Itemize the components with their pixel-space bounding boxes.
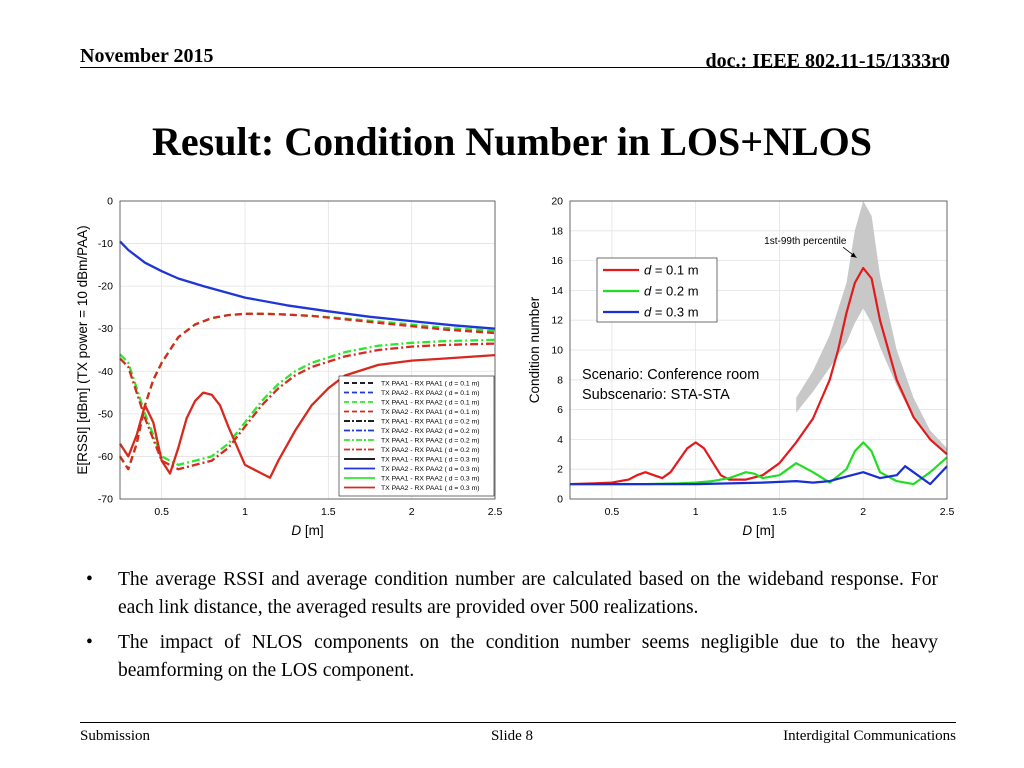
legend-label: TX PAA1 - RX PAA1 ( d = 0.3 m) (381, 457, 480, 464)
y-tick-label: 0 (107, 196, 113, 208)
y-tick-label: 14 (551, 285, 563, 297)
footer-company: Interdigital Communications (783, 728, 956, 744)
bullet-marker: • (86, 632, 93, 653)
y-tick-label: -10 (98, 238, 113, 250)
x-tick-label: 0.5 (154, 506, 169, 518)
y-axis-label: E[RSSI] [dBm] (TX power = 10 dBm/PAA) (76, 225, 90, 474)
y-tick-label: 12 (551, 315, 563, 327)
bullet-text: The impact of NLOS components on the con… (118, 632, 938, 681)
x-tick-label: 1 (693, 506, 699, 518)
x-tick-label: 1.5 (772, 506, 787, 518)
slide-title: Result: Condition Number in LOS+NLOS (152, 119, 872, 164)
y-tick-label: -50 (98, 408, 113, 420)
legend-label: TX PAA1 - RX PAA2 ( d = 0.1 m) (381, 400, 480, 407)
x-axis-label: D [m] (291, 523, 323, 538)
subscenario-label: Subscenario: STA-STA (582, 387, 730, 403)
legend-label: TX PAA2 - RX PAA1 ( d = 0.1 m) (381, 409, 480, 416)
plot-border (119, 200, 496, 500)
legend-label: TX PAA1 - RX PAA1 ( d = 0.2 m) (381, 419, 480, 426)
series-line (570, 441, 948, 486)
legend-label: TX PAA1 - RX PAA2 ( d = 0.3 m) (381, 476, 480, 483)
y-tick-label: -40 (98, 366, 113, 378)
x-tick-label: 2.5 (488, 506, 503, 518)
rssi-chart: 0.5 1 1.5 2 2.5 0 -10 -20 -30 -40 -50 -60 -70 TX PAA1… (76, 196, 503, 539)
bullet-item: • The impact of NLOS components on the c… (86, 629, 938, 685)
legend-label: TX PAA1 - RX PAA2 ( d = 0.2 m) (381, 438, 480, 445)
y-tick-label: 2 (557, 464, 563, 476)
y-tick-label: 8 (557, 374, 563, 386)
y-tick-label: -70 (98, 494, 113, 506)
series-line (119, 338, 496, 467)
legend-label: d = 0.3 m (644, 305, 699, 320)
annotation-arrowhead (850, 252, 857, 258)
series-line (570, 465, 948, 486)
x-tick-label: 1.5 (321, 506, 336, 518)
legend-label: d = 0.1 m (644, 263, 699, 278)
header-date: November 2015 (80, 45, 214, 67)
footer-slide-number: Slide 8 (490, 728, 534, 744)
legend-label: TX PAA2 - RX PAA2 ( d = 0.1 m) (381, 390, 480, 397)
bullet-text: The average RSSI and average condition n… (118, 569, 938, 618)
y-tick-label: 18 (551, 225, 563, 237)
y-tick-label: -20 (98, 281, 113, 293)
x-tick-label: 1 (242, 506, 248, 518)
y-tick-label: 10 (551, 345, 563, 357)
y-tick-label: 16 (551, 255, 563, 267)
footer-rule (80, 722, 956, 723)
y-tick-label: 20 (551, 196, 563, 208)
percentile-annotation: 1st-99th percentile (764, 236, 847, 247)
header-rule (80, 67, 948, 68)
plot-border (569, 200, 948, 500)
series-line (119, 342, 496, 471)
bullet-list: • The average RSSI and average condition… (86, 566, 938, 692)
y-tick-label: -60 (98, 451, 113, 463)
x-tick-label: 0.5 (605, 506, 620, 518)
legend-box (338, 375, 495, 497)
legend-label: TX PAA2 - RX PAA1 ( d = 0.2 m) (381, 447, 480, 454)
legend-label: TX PAA2 - RX PAA1 ( d = 0.3 m) (381, 485, 480, 492)
legend-label: TX PAA1 - RX PAA1 ( d = 0.1 m) (381, 381, 480, 388)
percentile-band (796, 201, 947, 455)
legend-label: TX PAA2 - RX PAA2 ( d = 0.2 m) (381, 428, 480, 435)
legend-label: d = 0.2 m (644, 284, 699, 299)
y-tick-label: 6 (557, 404, 563, 416)
x-tick-label: 2 (860, 506, 866, 518)
header-doc-id: doc.: IEEE 802.11-15/1333r0 (705, 50, 950, 72)
y-tick-label: -30 (98, 323, 113, 335)
y-tick-label: 4 (557, 434, 563, 446)
x-axis-label: D [m] (742, 523, 774, 538)
bullet-item: • The average RSSI and average condition… (86, 566, 938, 622)
scenario-label: Scenario: Conference room (582, 367, 759, 383)
condition-number-chart: 0.5 1 1.5 2 2.5 0 2 4 6 8 10 12 14 16 18 20 1st-99th per… (527, 196, 955, 539)
footer-submission: Submission (80, 728, 151, 744)
series-line (569, 266, 948, 486)
legend-label: TX PAA2 - RX PAA2 ( d = 0.3 m) (381, 466, 480, 473)
x-tick-label: 2 (409, 506, 415, 518)
bullet-marker: • (86, 569, 93, 590)
y-tick-label: 0 (557, 494, 563, 506)
y-axis-label: Condition number (527, 296, 542, 403)
x-tick-label: 2.5 (940, 506, 955, 518)
series-line (119, 240, 496, 330)
